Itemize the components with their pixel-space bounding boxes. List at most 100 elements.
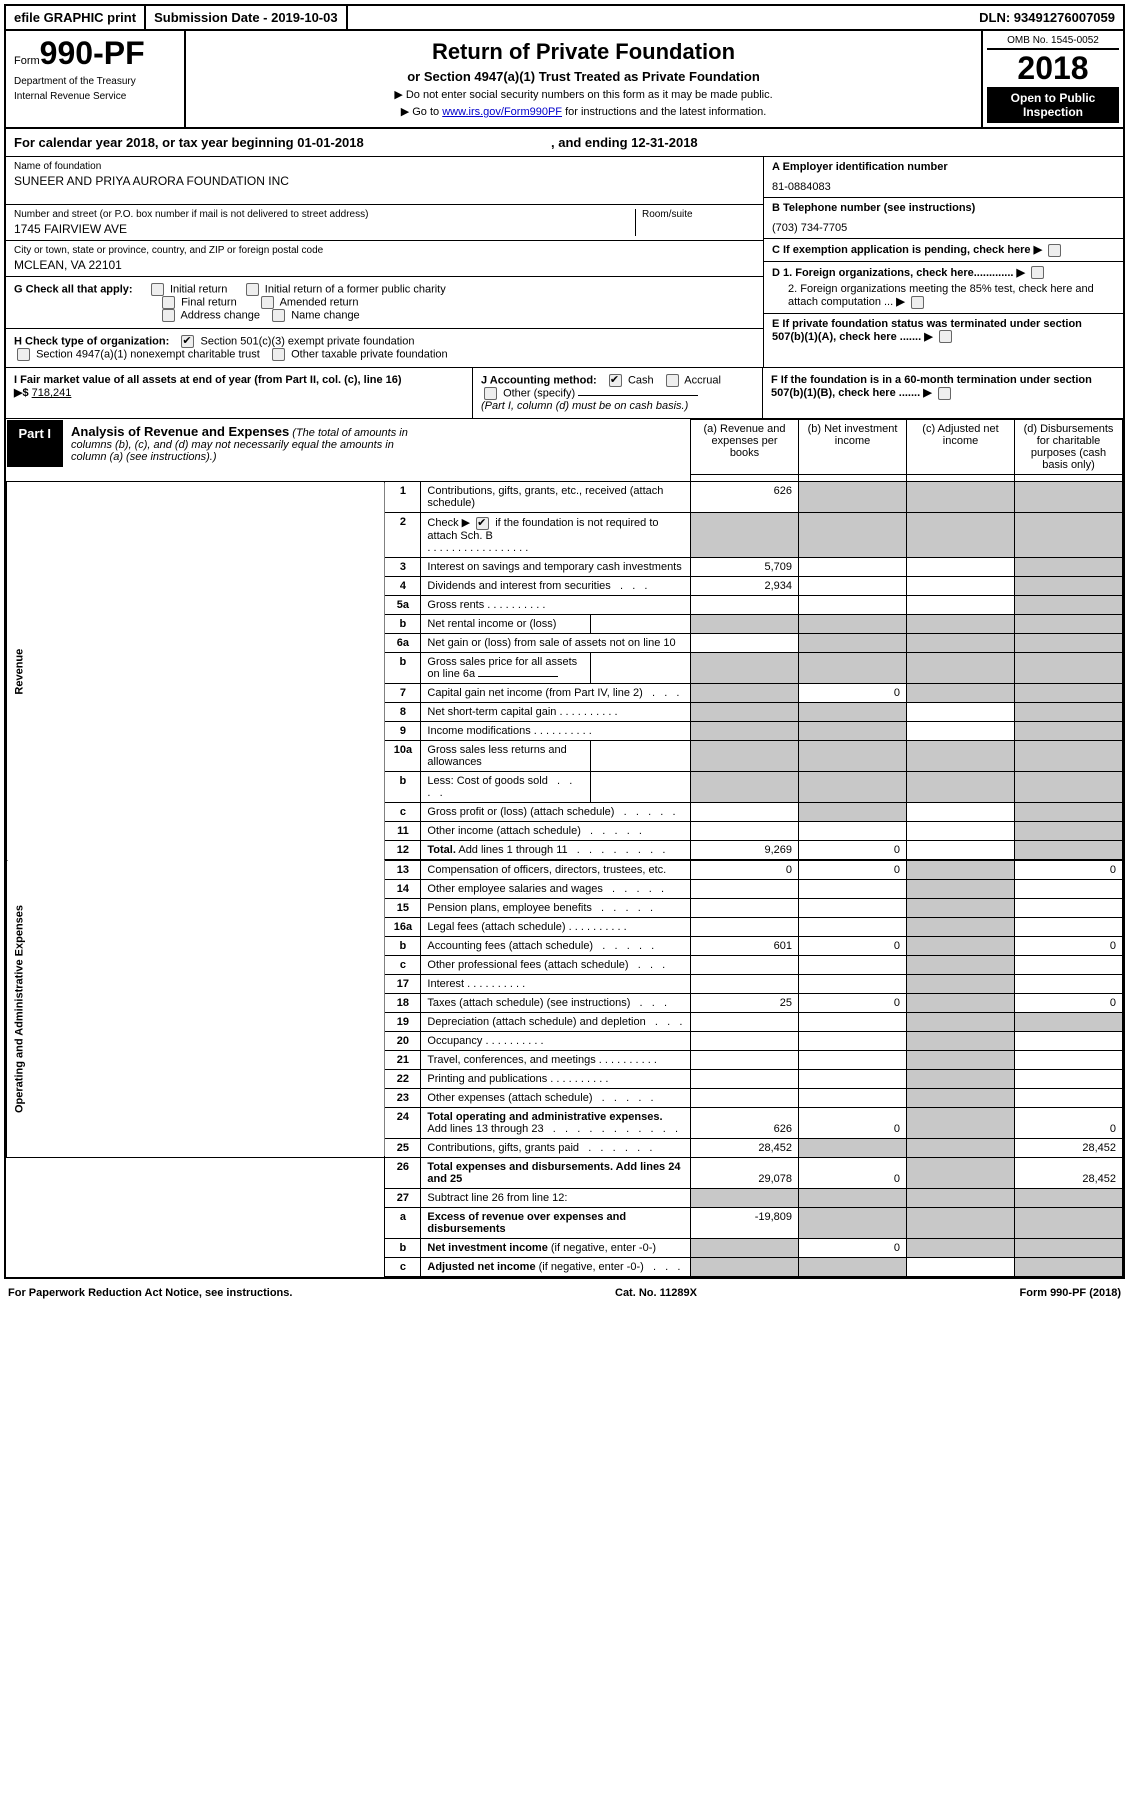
- i-arrow: ▶$: [14, 387, 29, 399]
- phone-label: B Telephone number (see instructions): [772, 202, 1115, 214]
- cb-address[interactable]: [162, 309, 175, 322]
- f-label: F If the foundation is in a 60-month ter…: [771, 374, 1092, 399]
- city-label: City or town, state or province, country…: [14, 245, 755, 256]
- cb-other-tax[interactable]: [272, 348, 285, 361]
- subtitle: or Section 4947(a)(1) Trust Treated as P…: [194, 69, 973, 84]
- cal-begin: 01-01-2018: [297, 135, 364, 150]
- cb-amended[interactable]: [261, 296, 274, 309]
- h-opt3: Other taxable private foundation: [291, 348, 448, 360]
- expenses-label: Operating and Administrative Expenses: [7, 860, 385, 1157]
- i-value: 718,241: [32, 387, 72, 399]
- foundation-city: MCLEAN, VA 22101: [14, 258, 755, 272]
- address-cell: Number and street (or P.O. box number if…: [6, 205, 763, 241]
- g-initial: Initial return: [170, 283, 227, 295]
- cb-f[interactable]: [938, 387, 951, 400]
- part1-table: Part I Analysis of Revenue and Expenses …: [6, 419, 1123, 1277]
- cal-pre: For calendar year 2018, or tax year begi…: [14, 135, 297, 150]
- calendar-year-row: For calendar year 2018, or tax year begi…: [6, 129, 1123, 157]
- j-note: (Part I, column (d) must be on cash basi…: [481, 400, 688, 412]
- ijf-row: I Fair market value of all assets at end…: [6, 368, 1123, 419]
- top-bar: efile GRAPHIC print Submission Date - 20…: [6, 6, 1123, 31]
- title-box: Return of Private Foundation or Section …: [186, 31, 983, 127]
- g-name-change: Name change: [291, 309, 360, 321]
- ein-label: A Employer identification number: [772, 161, 1115, 173]
- foundation-address: 1745 FAIRVIEW AVE: [14, 222, 635, 236]
- submission-date: Submission Date - 2019-10-03: [146, 6, 348, 29]
- cb-d2[interactable]: [911, 296, 924, 309]
- line-13: Operating and Administrative Expenses 13…: [7, 860, 1123, 879]
- cb-c[interactable]: [1048, 244, 1061, 257]
- cb-501c3[interactable]: [181, 335, 194, 348]
- line-27c: cAdjusted net income (if negative, enter…: [7, 1257, 1123, 1276]
- main-title: Return of Private Foundation: [194, 39, 973, 65]
- g-label: G Check all that apply:: [14, 283, 133, 295]
- cb-e[interactable]: [939, 330, 952, 343]
- cal-mid: , and ending: [551, 135, 631, 150]
- j-label: J Accounting method:: [481, 374, 597, 386]
- cb-cash[interactable]: [609, 374, 622, 387]
- j-accrual: Accrual: [684, 374, 721, 386]
- cb-4947[interactable]: [17, 348, 30, 361]
- room-label: Room/suite: [642, 209, 755, 220]
- part1-header: Part I Analysis of Revenue and Expenses …: [7, 420, 421, 467]
- footer: For Paperwork Reduction Act Notice, see …: [0, 1283, 1129, 1303]
- col-c-header: (c) Adjusted net income: [907, 420, 1015, 475]
- name-label: Name of foundation: [14, 161, 755, 172]
- form-number: 990-PF: [40, 35, 145, 71]
- col-b-header: (b) Net investment income: [799, 420, 907, 475]
- cb-initial[interactable]: [151, 283, 164, 296]
- ein-cell: A Employer identification number 81-0884…: [764, 157, 1123, 198]
- h-row: H Check type of organization: Section 50…: [6, 329, 763, 367]
- part1-label: Part I: [7, 420, 64, 467]
- cb-accrual[interactable]: [666, 374, 679, 387]
- c-label: C If exemption application is pending, c…: [772, 244, 1031, 256]
- dept-irs: Internal Revenue Service: [14, 91, 176, 102]
- g-row: G Check all that apply: Initial return I…: [6, 277, 763, 329]
- instr2-pre: ▶ Go to: [401, 106, 442, 118]
- info-grid: Name of foundation SUNEER AND PRIYA AURO…: [6, 157, 1123, 368]
- info-right: A Employer identification number 81-0884…: [763, 157, 1123, 367]
- header-row: Form990-PF Department of the Treasury In…: [6, 31, 1123, 129]
- cal-end: 12-31-2018: [631, 135, 698, 150]
- phone-value: (703) 734-7705: [772, 222, 1115, 234]
- cb-initial-former[interactable]: [246, 283, 259, 296]
- dept-treasury: Department of the Treasury: [14, 76, 176, 87]
- footer-right: Form 990-PF (2018): [1020, 1287, 1122, 1299]
- cb-name-change[interactable]: [272, 309, 285, 322]
- instr2-post: for instructions and the latest informat…: [562, 106, 766, 118]
- foundation-name: SUNEER AND PRIYA AURORA FOUNDATION INC: [14, 174, 755, 188]
- ein-value: 81-0884083: [772, 181, 1115, 193]
- footer-left: For Paperwork Reduction Act Notice, see …: [8, 1287, 292, 1299]
- revenue-label: Revenue: [7, 482, 385, 861]
- form-container: efile GRAPHIC print Submission Date - 20…: [4, 4, 1125, 1279]
- tax-year: 2018: [987, 50, 1119, 87]
- e-cell: E If private foundation status was termi…: [764, 314, 1123, 348]
- cb-other-method[interactable]: [484, 387, 497, 400]
- d2-label: 2. Foreign organizations meeting the 85%…: [788, 283, 1094, 308]
- phone-cell: B Telephone number (see instructions) (7…: [764, 198, 1123, 239]
- cb-sch-b[interactable]: [476, 517, 489, 530]
- f-cell: F If the foundation is in a 60-month ter…: [763, 368, 1123, 418]
- cb-d1[interactable]: [1031, 266, 1044, 279]
- irs-link[interactable]: www.irs.gov/Form990PF: [442, 106, 562, 118]
- omb-number: OMB No. 1545-0052: [987, 35, 1119, 50]
- form-number-box: Form990-PF Department of the Treasury In…: [6, 31, 186, 127]
- col-a-header: (a) Revenue and expenses per books: [691, 420, 799, 475]
- dln: DLN: 93491276007059: [971, 6, 1123, 29]
- j-cell: J Accounting method: Cash Accrual Other …: [473, 368, 763, 418]
- c-cell: C If exemption application is pending, c…: [764, 239, 1123, 262]
- line-1: Revenue 1 Contributions, gifts, grants, …: [7, 482, 1123, 513]
- h-opt1: Section 501(c)(3) exempt private foundat…: [200, 335, 414, 347]
- cb-final[interactable]: [162, 296, 175, 309]
- instr-2: ▶ Go to www.irs.gov/Form990PF for instru…: [194, 105, 973, 118]
- line-27: 27Subtract line 26 from line 12:: [7, 1188, 1123, 1207]
- g-final: Final return: [181, 296, 237, 308]
- line-27a: aExcess of revenue over expenses and dis…: [7, 1207, 1123, 1238]
- i-cell: I Fair market value of all assets at end…: [6, 368, 473, 418]
- g-initial-former: Initial return of a former public charit…: [265, 283, 446, 295]
- city-cell: City or town, state or province, country…: [6, 241, 763, 277]
- col-d-header: (d) Disbursements for charitable purpose…: [1015, 420, 1123, 475]
- g-amended: Amended return: [280, 296, 359, 308]
- info-left: Name of foundation SUNEER AND PRIYA AURO…: [6, 157, 763, 367]
- instr-1: ▶ Do not enter social security numbers o…: [194, 88, 973, 101]
